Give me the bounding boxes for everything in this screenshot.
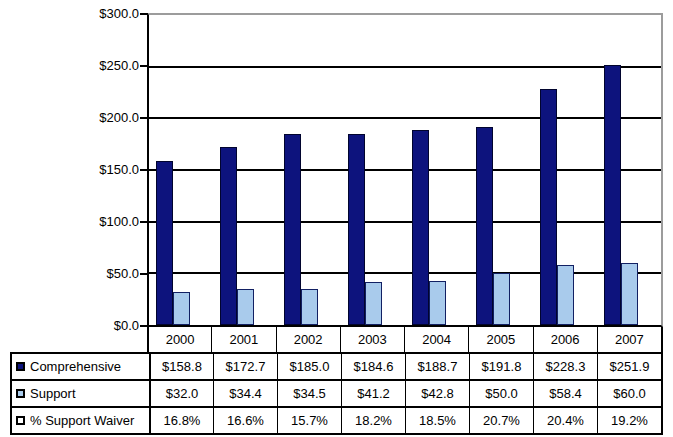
y-axis-label: $100.0 [59, 214, 139, 230]
x-axis-label-2003: 2003 [340, 327, 404, 352]
gridline [149, 66, 661, 68]
y-axis-label: $250.0 [59, 58, 139, 74]
table-value-cell: $172.7 [213, 354, 277, 379]
support-bar [237, 289, 254, 325]
table-value-cell: $60.0 [597, 379, 661, 406]
support-bar [365, 282, 382, 325]
table-value-cell: $188.7 [405, 354, 469, 379]
table-value-cell: 16.6% [213, 406, 277, 433]
y-axis-label: $300.0 [59, 6, 139, 22]
table-value-cell: 20.7% [469, 406, 533, 433]
table-value-cell: $251.9 [597, 354, 661, 379]
y-axis-label: $50.0 [59, 266, 139, 282]
table-value-cell: 18.5% [405, 406, 469, 433]
comprehensive-bar [348, 134, 365, 325]
y-axis-tick [140, 273, 148, 275]
series-name: Comprehensive [30, 359, 121, 374]
gridline [149, 117, 661, 119]
x-axis-label-2006: 2006 [533, 327, 597, 352]
x-axis-label-2000: 2000 [147, 327, 211, 352]
x-axis-label-2005: 2005 [468, 327, 532, 352]
support-bar [493, 273, 510, 325]
chart-root: $300.0$250.0$200.0$150.0$100.0$50.0$0.0 … [0, 0, 673, 437]
table-value-cell: $158.8 [149, 354, 213, 379]
legend-cell--support-waiver: % Support Waiver [12, 406, 149, 433]
comprehensive-bar [540, 89, 557, 325]
table-value-cell: $50.0 [469, 379, 533, 406]
comprehensive-bar [604, 65, 621, 325]
y-axis-label: $200.0 [59, 110, 139, 126]
table-value-cell: $184.6 [341, 354, 405, 379]
table-value-cell: $191.8 [469, 354, 533, 379]
series-name: Support [30, 381, 76, 406]
table-value-cell: $34.5 [277, 379, 341, 406]
y-axis-tick [140, 169, 148, 171]
legend-key-icon [16, 362, 25, 371]
support-bar [621, 263, 638, 325]
support-bar [557, 265, 574, 325]
legend-cell-comprehensive: Comprehensive [12, 354, 149, 379]
y-axis-tick [140, 221, 148, 223]
comprehensive-bar [284, 134, 301, 325]
table-value-cell: $34.4 [213, 379, 277, 406]
table-value-cell: 20.4% [533, 406, 597, 433]
x-axis-labels: 20002001200220032004200520062007 [147, 327, 663, 352]
x-axis-label-2002: 2002 [276, 327, 340, 352]
y-axis-label: $150.0 [59, 162, 139, 178]
legend-cell-support: Support [12, 379, 149, 406]
table-value-cell: $41.2 [341, 379, 405, 406]
table-value-cell: 16.8% [149, 406, 213, 433]
y-axis-tick [140, 13, 148, 15]
plot-area [147, 13, 663, 327]
table-value-cell: 19.2% [597, 406, 661, 433]
y-axis-label: $0.0 [59, 318, 139, 334]
table-value-cell: $228.3 [533, 354, 597, 379]
table-value-cell: 15.7% [277, 406, 341, 433]
y-axis-tick [140, 117, 148, 119]
legend-key-icon [16, 389, 25, 398]
legend-key-icon [16, 416, 25, 425]
comprehensive-bar [412, 130, 429, 325]
x-axis-label-2007: 2007 [597, 327, 661, 352]
x-axis-label-2001: 2001 [211, 327, 275, 352]
comprehensive-bar [156, 161, 173, 325]
table-value-cell: $42.8 [405, 379, 469, 406]
support-bar [429, 281, 446, 325]
series-name: % Support Waiver [30, 408, 134, 433]
table-value-cell: 18.2% [341, 406, 405, 433]
data-table: Comprehensive $158.8$172.7$185.0$184.6$18… [10, 352, 663, 435]
comprehensive-bar [220, 147, 237, 325]
y-axis-tick [140, 65, 148, 67]
comprehensive-bar [476, 127, 493, 325]
x-axis-label-2004: 2004 [404, 327, 468, 352]
table-value-cell: $185.0 [277, 354, 341, 379]
support-bar [301, 289, 318, 325]
table-value-cell: $58.4 [533, 379, 597, 406]
support-bar [173, 292, 190, 325]
table-value-cell: $32.0 [149, 379, 213, 406]
